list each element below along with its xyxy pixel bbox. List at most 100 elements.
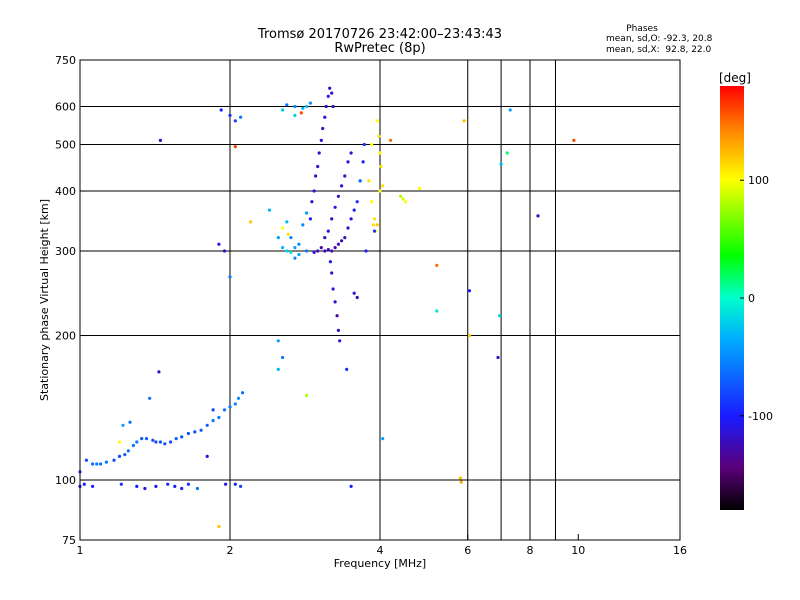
data-point bbox=[319, 246, 323, 250]
data-point bbox=[358, 179, 362, 183]
data-point bbox=[508, 108, 512, 112]
x-tick-label: 6 bbox=[464, 544, 471, 557]
data-point bbox=[330, 271, 334, 275]
data-point bbox=[379, 164, 383, 169]
data-point bbox=[222, 408, 227, 412]
data-point bbox=[323, 115, 327, 119]
x-tick-label: 2 bbox=[227, 544, 234, 557]
data-point bbox=[349, 151, 353, 155]
data-point bbox=[346, 226, 350, 230]
data-point bbox=[219, 108, 223, 112]
y-tick-label: 400 bbox=[55, 185, 76, 198]
data-point bbox=[328, 86, 332, 90]
x-axis-label: Frequency [MHz] bbox=[334, 557, 426, 570]
data-point bbox=[308, 217, 312, 221]
y-axis-label: Stationary phase Virtual Height [km] bbox=[38, 199, 51, 401]
colorbar-tick-label: 0 bbox=[748, 292, 755, 305]
x-tick-label: 8 bbox=[527, 544, 534, 557]
data-point bbox=[267, 208, 272, 212]
data-point bbox=[82, 482, 86, 486]
data-point bbox=[144, 437, 149, 441]
colorbar-tick-label: 100 bbox=[748, 174, 769, 187]
data-point bbox=[91, 484, 95, 488]
data-point bbox=[312, 250, 316, 254]
data-point bbox=[349, 217, 353, 221]
data-point bbox=[326, 248, 330, 252]
data-point bbox=[285, 220, 289, 224]
data-point bbox=[104, 460, 108, 464]
data-point bbox=[389, 138, 393, 142]
data-point bbox=[370, 200, 374, 204]
data-point bbox=[336, 194, 340, 198]
data-point bbox=[312, 189, 316, 193]
data-point bbox=[333, 205, 337, 209]
data-point bbox=[135, 484, 139, 488]
data-point bbox=[289, 250, 293, 254]
data-point bbox=[345, 367, 349, 371]
data-point bbox=[195, 486, 199, 491]
data-point bbox=[224, 482, 228, 486]
data-point bbox=[381, 437, 385, 441]
data-point bbox=[293, 256, 297, 260]
data-point bbox=[158, 440, 162, 444]
data-point bbox=[319, 138, 323, 142]
data-point bbox=[112, 458, 116, 462]
data-point bbox=[498, 314, 502, 318]
data-point bbox=[321, 126, 325, 131]
data-point bbox=[239, 484, 243, 488]
data-point bbox=[95, 462, 99, 466]
data-point bbox=[233, 482, 237, 486]
data-point bbox=[281, 108, 285, 112]
data-point bbox=[143, 486, 147, 491]
data-point bbox=[336, 328, 340, 332]
data-point bbox=[333, 246, 337, 250]
data-point bbox=[186, 482, 190, 486]
y-tick-label: 600 bbox=[55, 101, 76, 114]
data-point bbox=[572, 138, 576, 142]
data-point bbox=[467, 333, 472, 338]
colorbar-label: [deg] bbox=[719, 71, 751, 85]
data-point bbox=[180, 486, 184, 491]
data-point bbox=[99, 462, 103, 466]
data-point bbox=[154, 440, 158, 444]
axis-ticks: 1 2 4 6 8 10 16 75 100 200 300 400 500 600 750 bbox=[55, 54, 687, 557]
data-point bbox=[166, 482, 170, 486]
phases-x-mode: mean, sd,X: 92.8, 22.0 bbox=[606, 45, 712, 55]
data-point bbox=[193, 430, 197, 434]
data-point bbox=[84, 458, 88, 462]
data-point bbox=[346, 160, 350, 164]
data-point bbox=[333, 300, 337, 304]
data-point bbox=[399, 194, 403, 198]
data-point bbox=[163, 442, 167, 446]
data-point bbox=[330, 217, 334, 221]
data-point bbox=[317, 151, 321, 155]
data-point bbox=[233, 402, 237, 406]
data-point bbox=[126, 449, 130, 453]
data-point bbox=[316, 164, 320, 169]
data-point bbox=[505, 151, 509, 155]
colorbar-ticks: 100 0 -100 bbox=[740, 174, 773, 423]
data-point bbox=[343, 174, 347, 178]
data-point bbox=[352, 208, 356, 212]
data-point bbox=[128, 420, 132, 424]
data-point bbox=[233, 145, 237, 149]
data-point bbox=[381, 184, 385, 188]
data-point bbox=[435, 309, 439, 313]
data-point bbox=[536, 214, 540, 218]
data-point bbox=[417, 186, 422, 191]
data-point bbox=[371, 223, 375, 227]
data-point bbox=[281, 246, 285, 250]
data-point bbox=[401, 197, 405, 201]
data-point bbox=[308, 101, 312, 105]
data-point bbox=[174, 437, 178, 441]
data-point bbox=[375, 223, 379, 227]
data-point bbox=[233, 119, 237, 123]
data-point bbox=[462, 119, 466, 123]
data-point bbox=[293, 113, 297, 117]
data-point bbox=[375, 119, 379, 123]
data-point bbox=[355, 295, 359, 300]
data-point bbox=[496, 355, 500, 360]
data-point bbox=[276, 339, 280, 343]
data-point bbox=[305, 211, 309, 215]
data-point bbox=[435, 263, 439, 267]
